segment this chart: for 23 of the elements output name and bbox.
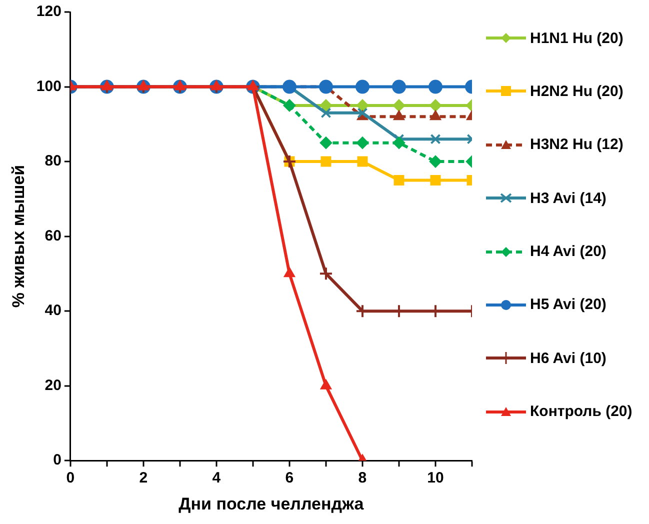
y-tick-label: 60: [44, 227, 62, 244]
x-tick-label: 10: [427, 470, 444, 487]
x-tick-label: 2: [139, 470, 148, 487]
y-tick-label: 120: [36, 3, 62, 20]
y-tick-label: 0: [53, 452, 62, 469]
x-tick-label: 8: [358, 470, 367, 487]
y-axis-title: % живых мышей: [8, 164, 28, 308]
legend-label: H3N2 Hu (12): [530, 136, 624, 154]
legend-label: H2N2 Hu (20): [530, 82, 624, 100]
x-axis-title: Дни после челленджа: [178, 494, 364, 514]
y-tick-label: 80: [44, 152, 62, 170]
legend-label: H5 Avi (20): [530, 296, 606, 314]
x-tick-label: 6: [285, 470, 294, 487]
x-tick-label: 0: [66, 470, 75, 487]
legend-label: H1N1 Hu (20): [530, 30, 624, 46]
x-tick-label: 4: [212, 470, 222, 487]
y-tick-label: 20: [44, 376, 62, 394]
legend-label: H3 Avi (14): [530, 190, 606, 207]
legend-label: H4 Avi (20): [530, 243, 606, 260]
y-tick-label: 40: [44, 302, 62, 320]
y-tick-label: 100: [36, 78, 62, 95]
legend-label: Контроль (20): [530, 403, 632, 420]
legend-label: H6 Avi (10): [530, 350, 606, 367]
